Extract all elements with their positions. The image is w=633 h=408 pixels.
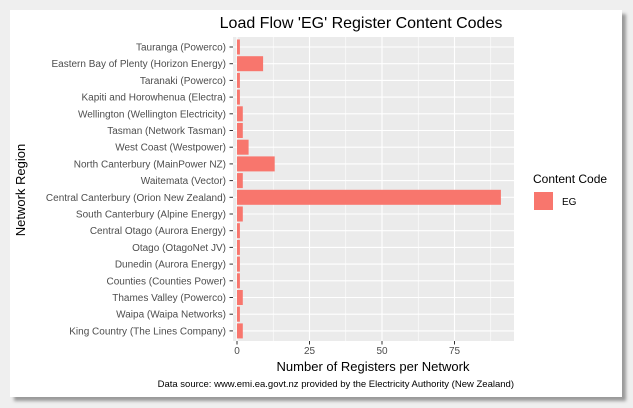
legend-key-swatch	[534, 192, 553, 210]
y-tick-label: Dunedin (Aurora Energy)	[115, 260, 226, 271]
y-tick-label: Counties (Counties Power)	[107, 276, 227, 287]
y-tick-label: King Country (The Lines Company)	[69, 326, 226, 337]
y-axis: Tauranga (Powerco) Eastern Bay of Plenty …	[46, 43, 233, 337]
bar	[237, 206, 243, 222]
bar	[237, 306, 240, 322]
bar	[237, 239, 240, 255]
y-tick-label: Central Otago (Aurora Energy)	[90, 226, 226, 237]
bar	[237, 39, 240, 55]
bar	[237, 89, 240, 105]
bar	[237, 223, 240, 239]
bar	[237, 256, 240, 272]
bar	[237, 72, 240, 88]
y-axis-title: Network Region	[13, 144, 28, 237]
y-tick-label: Tasman (Network Tasman)	[107, 126, 226, 137]
y-tick-label: Tauranga (Powerco)	[136, 43, 226, 54]
y-tick-label: North Canterbury (MainPower NZ)	[74, 159, 226, 170]
x-axis-title: Number of Registers per Network	[277, 359, 470, 374]
y-tick-label: Thames Valley (Powerco)	[112, 293, 226, 304]
x-tick-label: 25	[304, 346, 316, 357]
bar	[237, 123, 243, 138]
y-tick-label: West Coast (Westpower)	[115, 143, 226, 154]
bar	[237, 290, 243, 305]
y-tick-label: Waipa (Waipa Networks)	[116, 310, 226, 321]
bar	[237, 56, 264, 72]
y-tick-label: Eastern Bay of Plenty (Horizon Energy)	[51, 59, 226, 70]
legend-label: EG	[562, 197, 577, 208]
legend-title: Content Code	[533, 172, 607, 186]
chart-title: Load Flow 'EG' Register Content Codes	[220, 15, 503, 32]
panel-background	[233, 37, 514, 341]
plot-panel	[233, 37, 514, 341]
legend: Content Code EG	[533, 172, 607, 210]
data-source-caption: Data source: www.emi.ea.govt.nz provided…	[158, 379, 514, 390]
x-axis: 0 25 50 75	[234, 341, 460, 357]
y-tick-label: Otago (OtagoNet JV)	[132, 243, 226, 254]
bar	[237, 156, 275, 172]
x-tick-label: 0	[234, 346, 240, 357]
bar	[237, 273, 240, 289]
y-tick-label: Waitemata (Vector)	[141, 176, 226, 187]
y-tick-label: Kapiti and Horowhenua (Electra)	[81, 93, 226, 104]
y-tick-label: Taranaki (Powerco)	[140, 76, 226, 87]
bar	[237, 139, 249, 155]
x-tick-label: 50	[376, 346, 388, 357]
bar	[237, 173, 243, 189]
y-tick-label: South Canterbury (Alpine Energy)	[76, 210, 226, 221]
bar	[237, 189, 501, 205]
bar	[237, 323, 243, 339]
bar	[237, 106, 243, 122]
x-tick-label: 75	[449, 346, 461, 357]
y-tick-label: Central Canterbury (Orion New Zealand)	[46, 193, 226, 204]
y-tick-label: Wellington (Wellington Electricity)	[78, 109, 226, 120]
